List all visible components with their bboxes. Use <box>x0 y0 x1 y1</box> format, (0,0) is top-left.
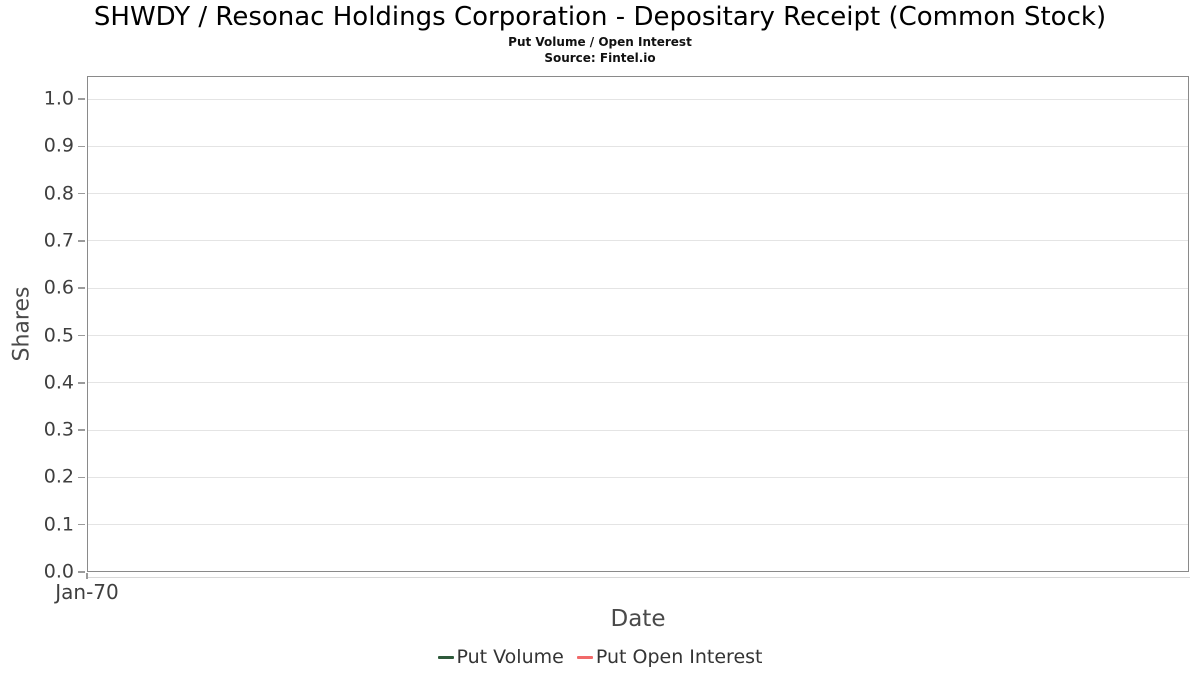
y-tick-label: 0.4 <box>43 371 74 394</box>
x-axis-title: Date <box>610 606 666 632</box>
x-axis-line <box>87 577 1190 578</box>
y-gridline <box>88 524 1188 526</box>
legend-marker-icon <box>437 655 454 659</box>
y-tick-mark <box>78 334 85 337</box>
y-tick-label: 1.0 <box>43 87 74 110</box>
legend-label: Put Open Interest <box>595 646 763 668</box>
x-tick-mark <box>86 573 88 579</box>
x-tick-label: Jan-70 <box>55 580 119 604</box>
y-gridline <box>88 240 1188 242</box>
y-tick-mark <box>78 287 85 289</box>
y-gridline <box>88 335 1188 336</box>
y-tick-mark <box>78 429 85 431</box>
y-gridline <box>88 193 1188 195</box>
legend-item-put-volume[interactable]: Put Volume <box>437 646 564 668</box>
y-tick-label: 0.6 <box>43 276 74 299</box>
y-tick-mark <box>78 145 85 148</box>
chart-source: Source: Fintel.io <box>544 51 656 65</box>
y-tick-label: 0.2 <box>43 465 74 488</box>
y-tick-label: 0.3 <box>43 418 74 441</box>
legend-marker-icon <box>576 655 593 659</box>
legend-label: Put Volume <box>456 646 564 668</box>
y-tick-label: 0.8 <box>43 182 74 205</box>
chart-subtitle: Put Volume / Open Interest <box>508 35 692 49</box>
y-gridline <box>88 429 1188 431</box>
y-tick-mark <box>78 382 85 384</box>
plot-area <box>87 76 1189 572</box>
legend: Put Volume Put Open Interest <box>0 646 1200 668</box>
y-tick-label: 0.9 <box>43 134 74 157</box>
y-tick-label: 0.0 <box>43 560 74 583</box>
y-tick-label: 0.7 <box>43 229 74 252</box>
y-gridline <box>88 382 1188 384</box>
y-tick-label: 0.1 <box>43 513 74 536</box>
y-gridline <box>88 145 1188 147</box>
y-tick-label: 0.5 <box>43 324 74 347</box>
chart-title: SHWDY / Resonac Holdings Corporation - D… <box>93 2 1107 32</box>
y-tick-mark <box>78 192 85 195</box>
y-tick-mark <box>78 98 85 100</box>
y-gridline <box>88 476 1188 478</box>
y-gridline <box>88 98 1188 100</box>
y-gridline <box>88 287 1188 289</box>
y-tick-mark <box>78 240 85 242</box>
y-tick-mark <box>78 571 85 573</box>
legend-item-put-open-interest[interactable]: Put Open Interest <box>576 646 763 668</box>
y-tick-mark <box>78 476 85 479</box>
y-tick-mark <box>78 523 85 526</box>
